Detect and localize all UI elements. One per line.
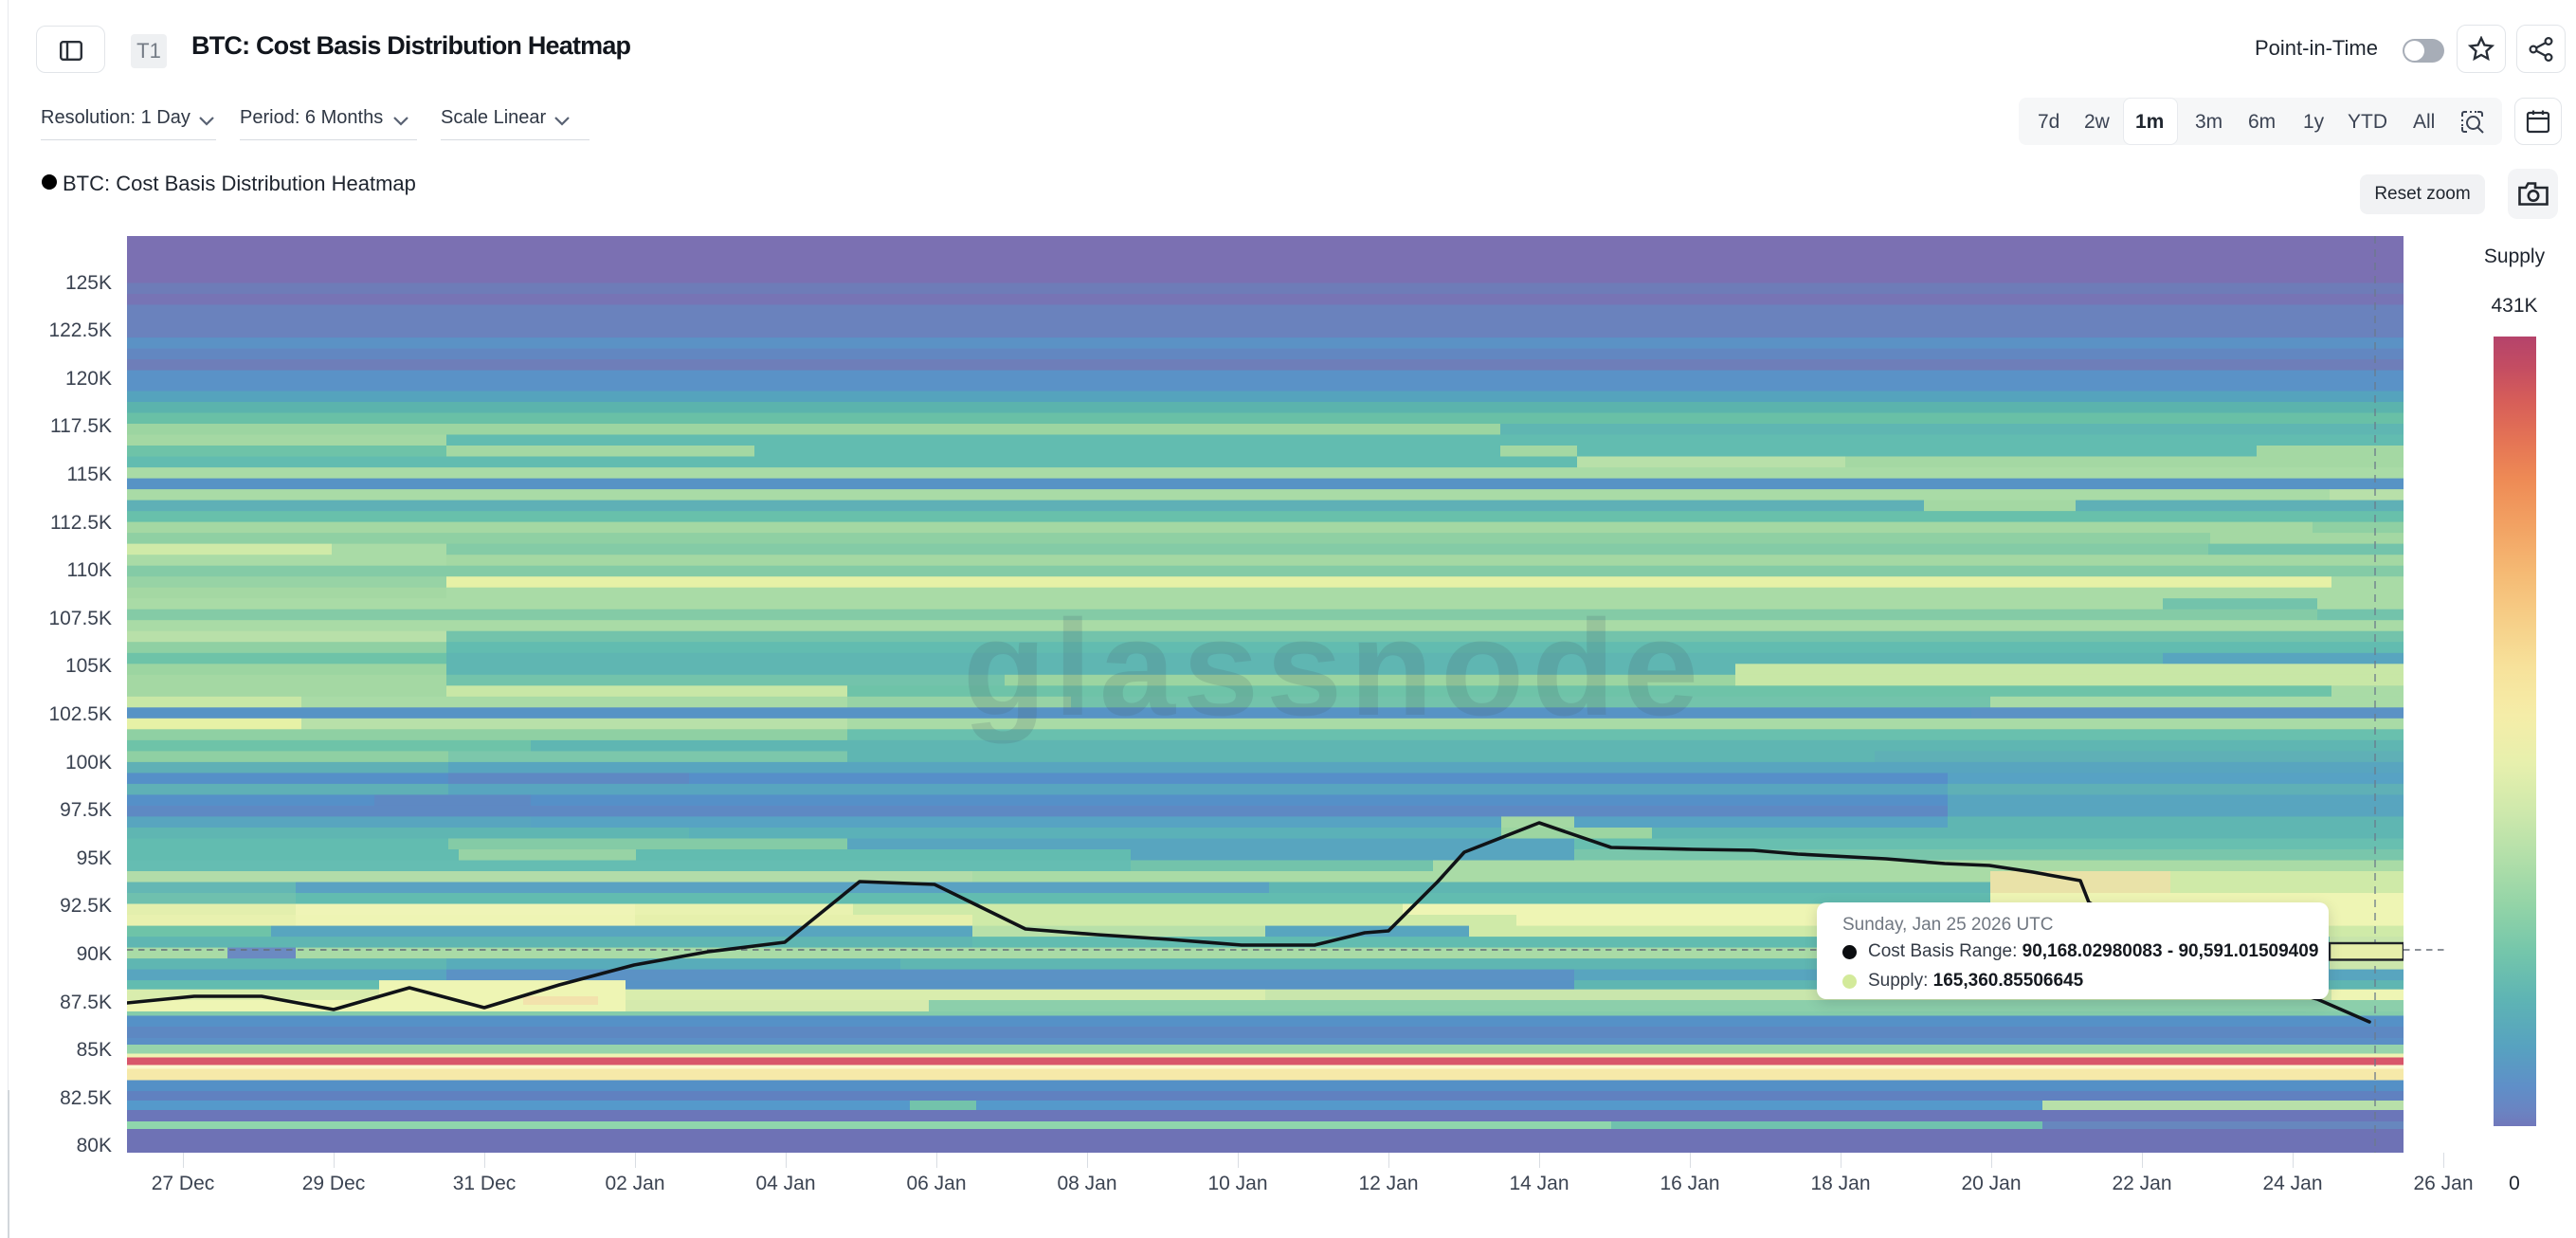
svg-text:glassnode: glassnode xyxy=(963,592,1706,744)
